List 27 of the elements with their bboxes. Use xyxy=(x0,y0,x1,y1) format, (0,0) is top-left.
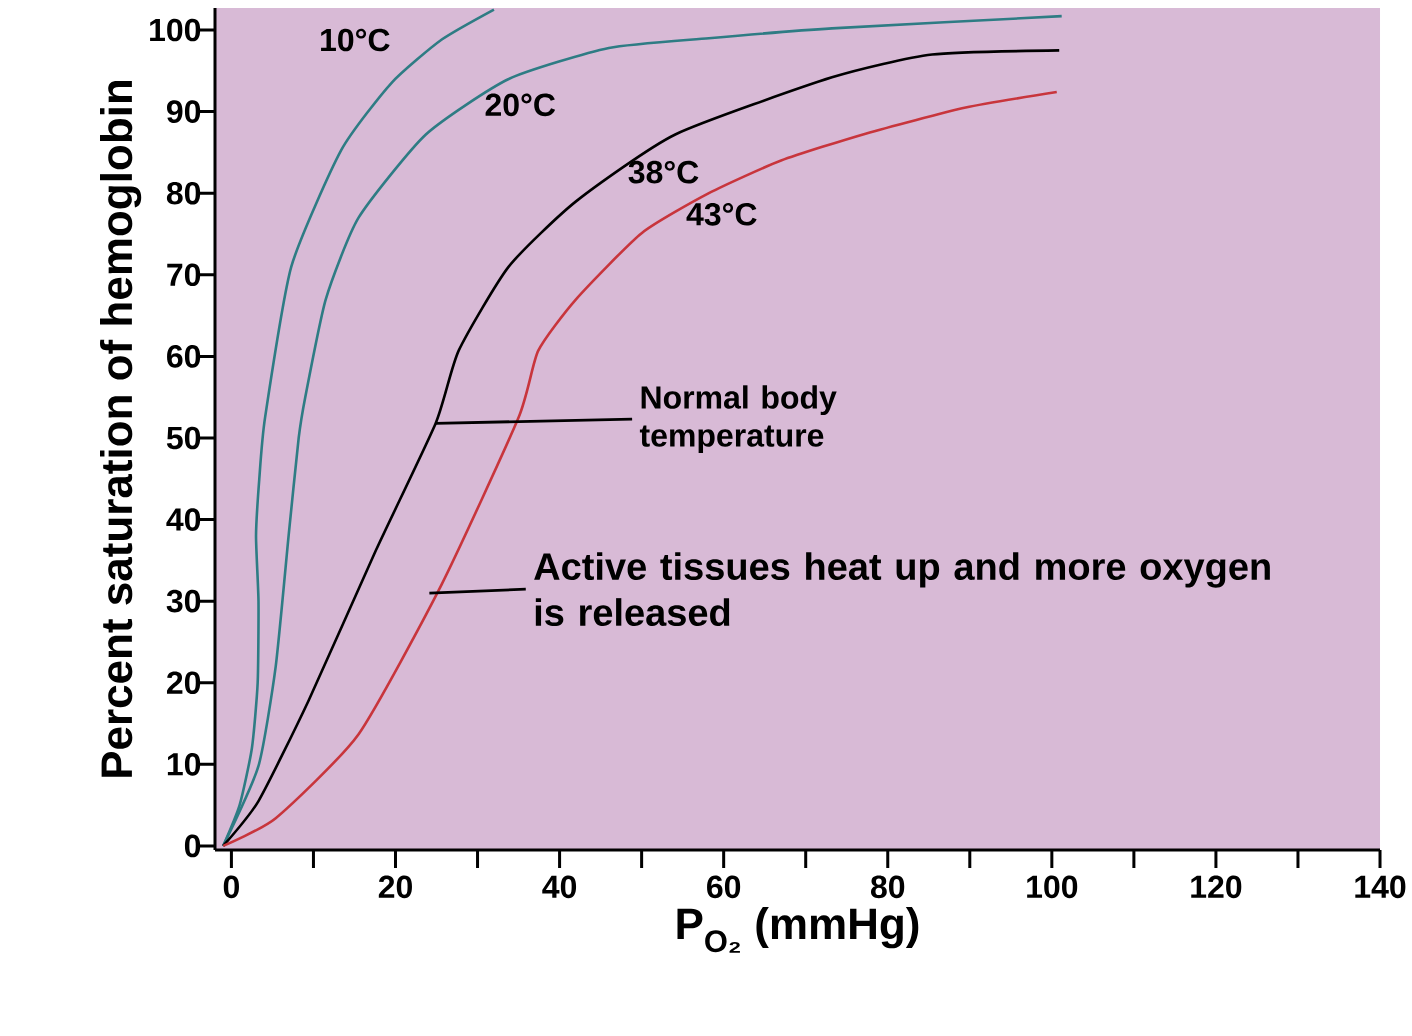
y-tick-label: 30 xyxy=(166,589,201,613)
y-tick-label: 10 xyxy=(167,753,201,776)
y-tick-label: 80 xyxy=(166,181,201,205)
x-tick-label: 20 xyxy=(378,875,412,899)
series-label: 10°C xyxy=(321,28,390,52)
annotation: Active tissues heat up and more oxygen is released xyxy=(534,552,1270,627)
x-axis-title: P$_{O₂}$ (mmHg) xyxy=(677,907,919,953)
y-tick-label: 20 xyxy=(166,671,201,695)
y-tick-label: 100 xyxy=(150,18,201,42)
y-axis-title: Percent saturation of hemoglobin xyxy=(100,80,142,777)
x-tick-label: 140 xyxy=(1355,875,1406,899)
annotation: Normal body temperature xyxy=(639,385,837,454)
x-tick-label: 60 xyxy=(707,875,741,899)
x-tick-label: 40 xyxy=(542,875,577,899)
x-tick-label: 0 xyxy=(223,875,239,899)
y-tick-label: 70 xyxy=(167,263,201,287)
y-tick-label: 40 xyxy=(166,508,201,531)
series-label: 43°C xyxy=(686,202,757,226)
y-tick-label: 60 xyxy=(167,345,201,368)
series-label: 20°C xyxy=(485,93,556,117)
x-tick-label: 80 xyxy=(870,875,905,899)
x-tick-label: 100 xyxy=(1027,875,1078,899)
x-tick-label: 120 xyxy=(1191,875,1242,899)
y-tick-label: 0 xyxy=(184,834,201,858)
y-tick-label: 50 xyxy=(166,426,201,450)
series-label: 38°C xyxy=(628,160,699,184)
y-tick-label: 90 xyxy=(166,100,201,123)
